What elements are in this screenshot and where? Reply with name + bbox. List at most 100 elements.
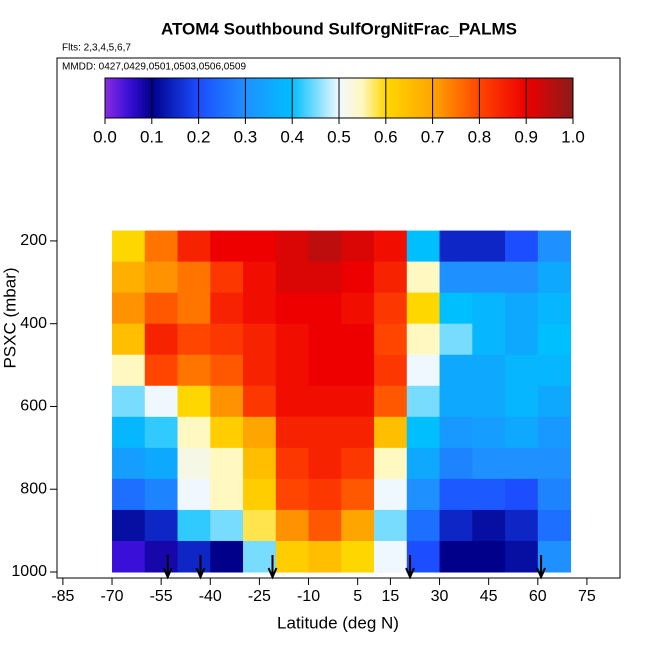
heat-cell — [374, 416, 408, 449]
heat-cell — [406, 509, 441, 542]
heat-cell — [505, 323, 539, 356]
heat-cell — [210, 230, 244, 263]
heat-cell — [112, 385, 146, 418]
colorbar-tick-label: 0.0 — [93, 127, 117, 146]
arrow — [536, 555, 546, 580]
x-tick-label: -10 — [297, 588, 320, 605]
heat-cell — [177, 323, 211, 356]
heat-cell — [439, 509, 473, 542]
y-tick-label: 600 — [20, 398, 47, 415]
heat-cell — [505, 354, 539, 387]
heat-cell — [308, 292, 342, 325]
heat-cell — [177, 509, 211, 542]
heat-cell — [144, 416, 179, 449]
heat-cell — [144, 509, 179, 542]
heat-cell — [177, 540, 211, 573]
heat-cell — [374, 323, 408, 356]
colorbar-tick-label: 0.4 — [280, 127, 304, 146]
colorbar-tick-label: 0.5 — [327, 127, 351, 146]
heat-cell — [505, 261, 539, 294]
heat-cell — [308, 323, 342, 356]
heat-cell — [341, 478, 375, 511]
colorbar-tick-label: 0.3 — [234, 127, 258, 146]
heat-cell — [144, 478, 179, 511]
heat-cell — [275, 323, 310, 356]
heat-cell — [177, 230, 211, 263]
heat-cell — [439, 478, 473, 511]
colorbar-tick-label: 0.6 — [374, 127, 398, 146]
heat-cell — [275, 447, 310, 480]
heat-cell — [177, 354, 211, 387]
heat-cell — [505, 478, 539, 511]
heat-cell — [144, 447, 179, 480]
heat-cell — [341, 323, 375, 356]
heat-cell — [374, 354, 408, 387]
heat-cell — [472, 261, 506, 294]
heat-cell — [406, 354, 441, 387]
heat-cell — [439, 447, 473, 480]
heat-cell — [472, 447, 506, 480]
arrow-head — [195, 567, 206, 580]
heat-cell — [537, 478, 572, 511]
arrow-head — [162, 567, 173, 580]
heat-cell — [243, 540, 277, 573]
heat-cell — [505, 292, 539, 325]
heat-cell — [505, 509, 539, 542]
heat-cell — [177, 478, 211, 511]
y-tick-label: 1000 — [11, 563, 47, 580]
x-tick-label: 60 — [529, 588, 547, 605]
arrow — [195, 555, 206, 580]
heat-cell — [177, 416, 211, 449]
heat-cell — [341, 447, 375, 480]
heat-cell — [406, 385, 441, 418]
heat-cell — [472, 540, 506, 573]
plot-frame — [56, 57, 621, 579]
heat-cell — [406, 447, 441, 480]
heat-cell — [537, 230, 572, 263]
x-tick-label: 15 — [382, 588, 400, 605]
heat-cell — [308, 354, 342, 387]
y-tick-label: 200 — [20, 232, 47, 249]
heat-cell — [374, 447, 408, 480]
heat-cell — [537, 385, 572, 418]
heat-cell — [144, 230, 179, 263]
heat-cell — [406, 261, 441, 294]
colorbar-tick-label: 1.0 — [561, 127, 585, 146]
heat-cell — [243, 354, 277, 387]
heat-cell — [439, 261, 473, 294]
arrow-head — [536, 567, 546, 580]
heat-cell — [308, 230, 342, 263]
x-tick-label: -55 — [150, 588, 173, 605]
heat-cell — [406, 416, 441, 449]
heat-cell — [537, 416, 572, 449]
heat-cell — [243, 323, 277, 356]
heat-cell — [243, 447, 277, 480]
heat-cell — [406, 323, 441, 356]
heat-cell — [537, 540, 572, 573]
heat-cell — [210, 540, 244, 573]
heat-cell — [537, 509, 572, 542]
heat-cell — [210, 292, 244, 325]
heat-cell — [210, 447, 244, 480]
arrow — [267, 555, 278, 580]
x-tick-label: 5 — [353, 588, 362, 605]
heat-cell — [439, 416, 473, 449]
heat-cell — [374, 292, 408, 325]
heat-cell — [112, 261, 146, 294]
heat-cell — [472, 354, 506, 387]
heat-cell — [177, 447, 211, 480]
heat-cell — [275, 230, 310, 263]
heat-cell — [308, 540, 342, 573]
heat-cell — [308, 509, 342, 542]
heat-cell — [374, 261, 408, 294]
colorbar-tick-label: 0.2 — [187, 127, 211, 146]
heat-cell — [537, 292, 572, 325]
heat-cell — [537, 261, 572, 294]
heat-cell — [472, 416, 506, 449]
heat-cell — [112, 509, 146, 542]
heat-cell — [144, 540, 179, 573]
heat-cell — [275, 478, 310, 511]
heat-cell — [341, 292, 375, 325]
colorbar-tick-label: 0.7 — [421, 127, 445, 146]
heat-cell — [341, 416, 375, 449]
